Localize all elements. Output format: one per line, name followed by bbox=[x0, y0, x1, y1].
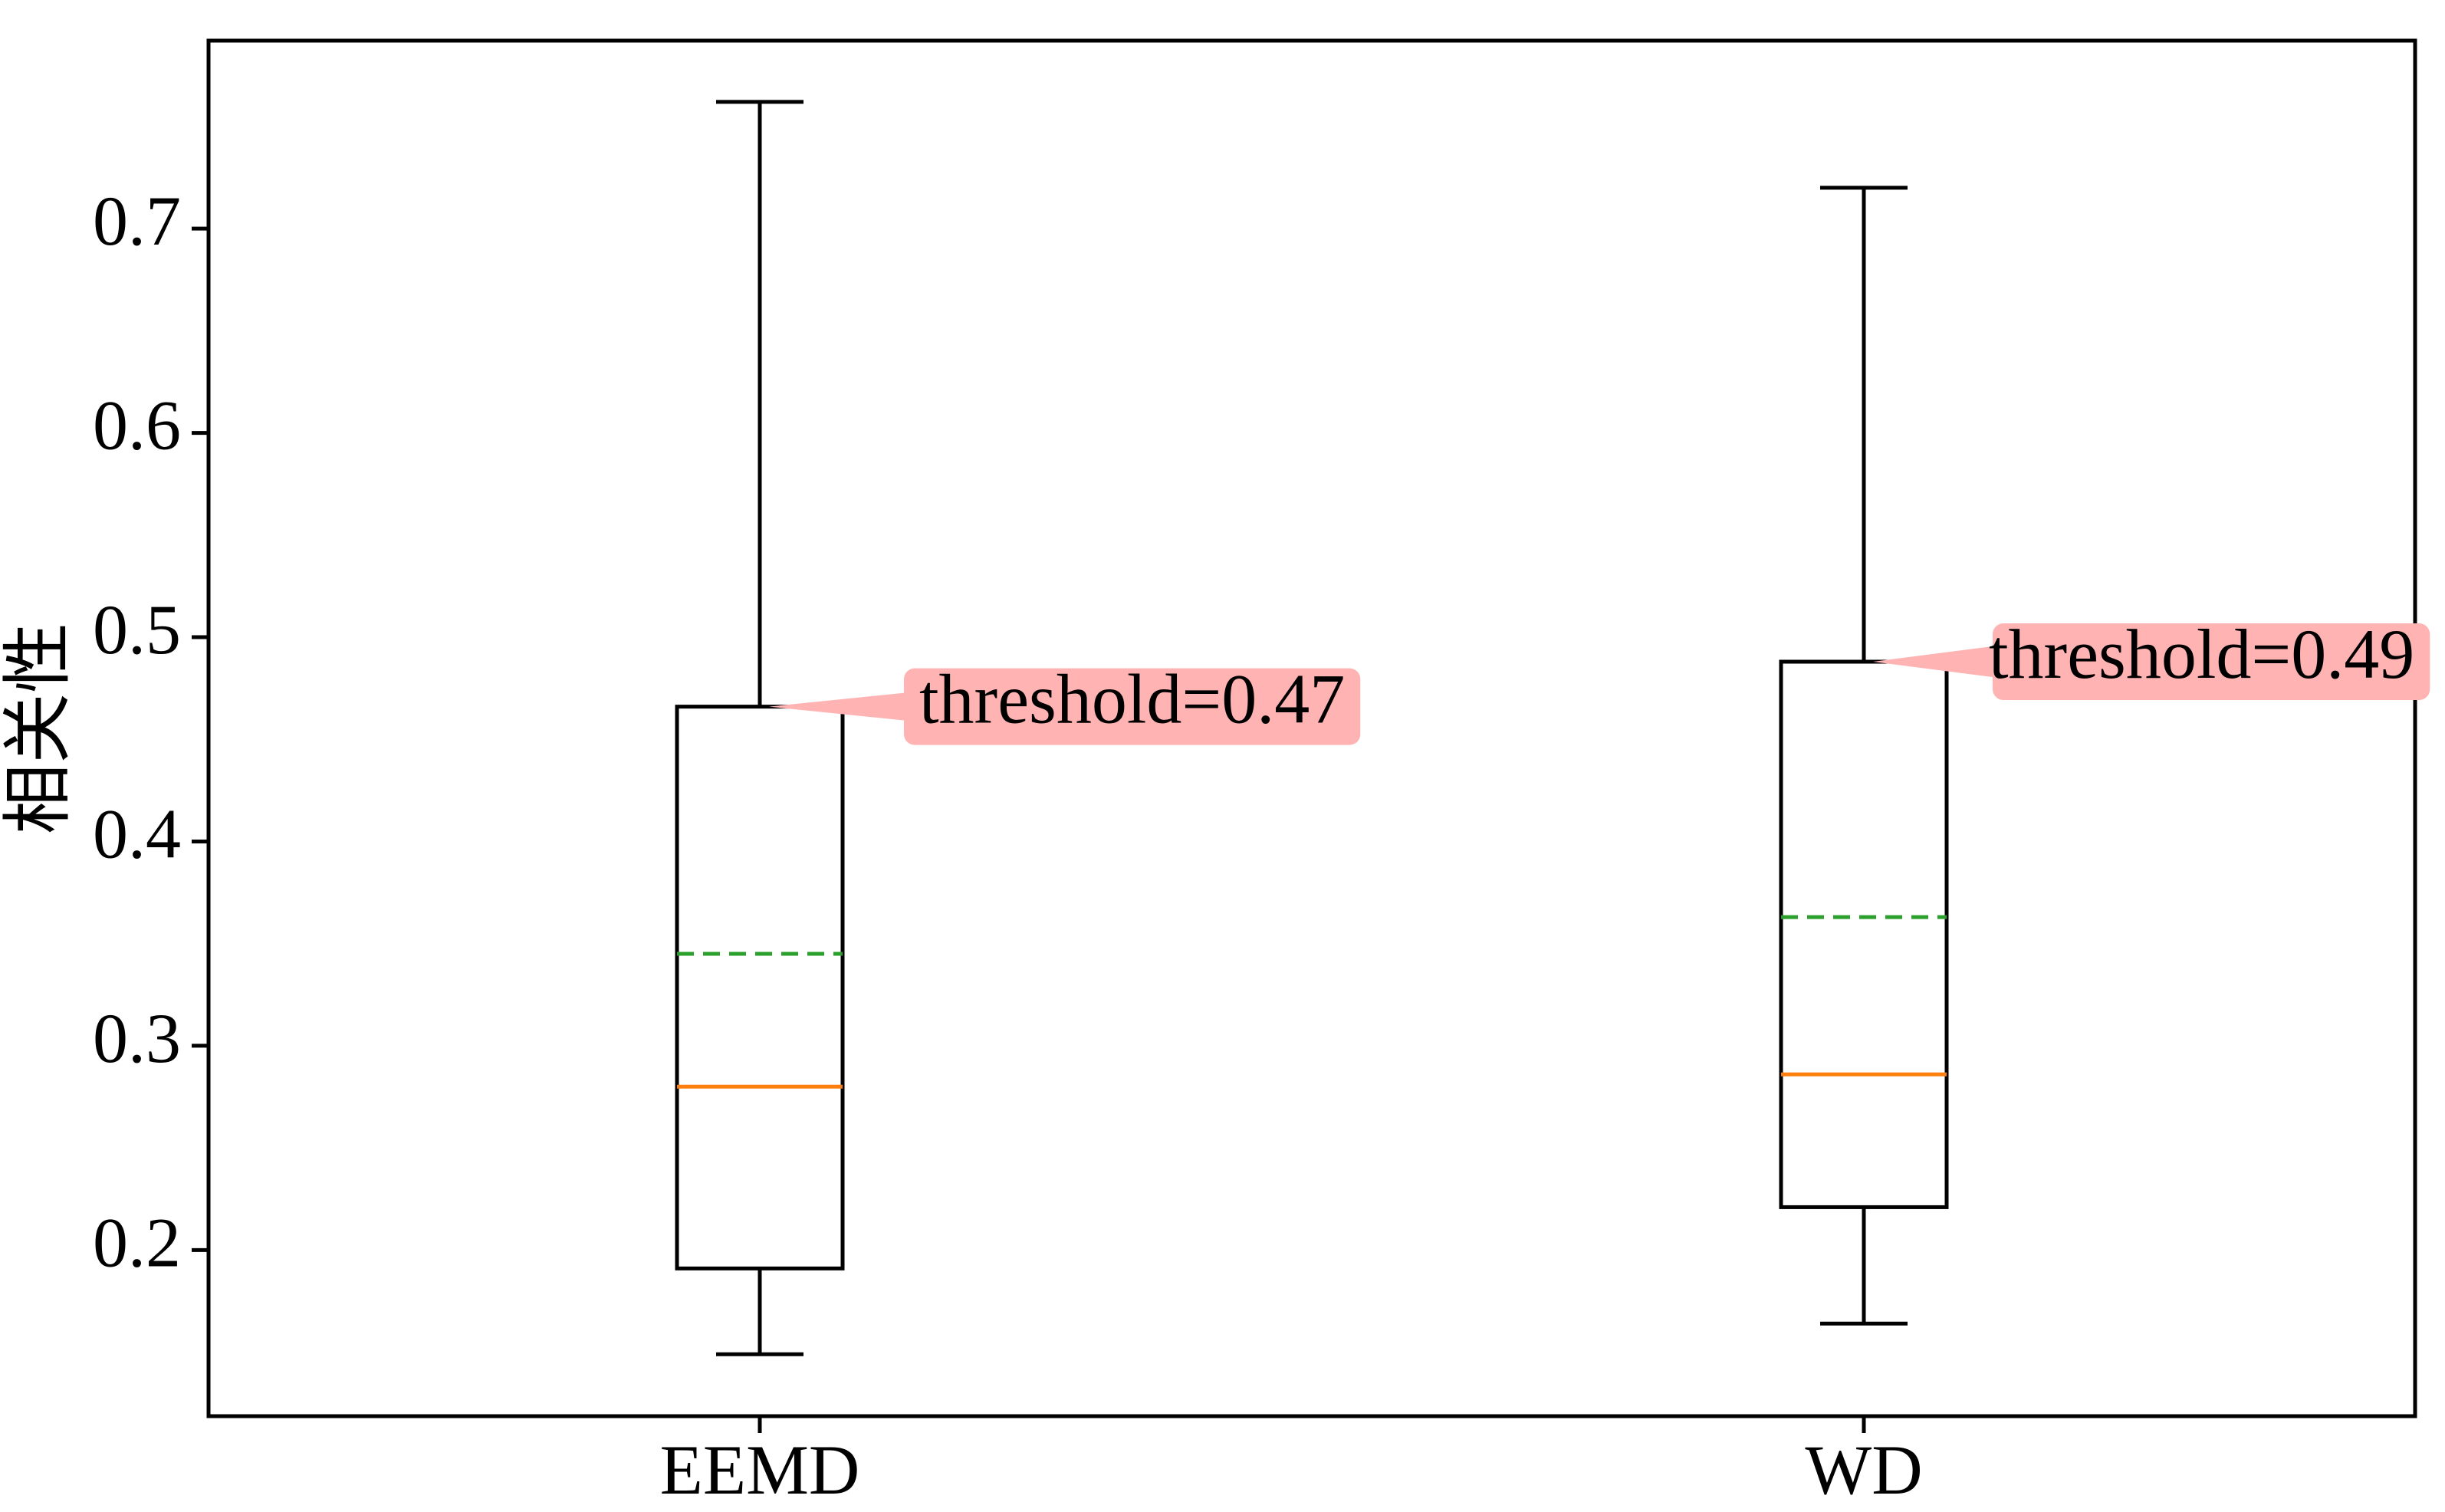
annotation-text: threshold=0.49 bbox=[1989, 615, 2414, 693]
y-tick-label: 0.3 bbox=[93, 999, 181, 1077]
annotation-arrow bbox=[1873, 645, 2004, 679]
x-tick-label: EEMD bbox=[660, 1431, 860, 1509]
y-tick-label: 0.4 bbox=[93, 795, 181, 873]
y-tick-label: 0.2 bbox=[93, 1203, 181, 1281]
y-tick-label: 0.7 bbox=[93, 182, 181, 260]
annotation-box bbox=[904, 668, 1361, 745]
y-axis-label: 相关性 bbox=[0, 623, 77, 834]
annotation-text: threshold=0.47 bbox=[919, 660, 1345, 738]
annotation-arrow bbox=[769, 689, 935, 724]
box bbox=[675, 705, 845, 1270]
annotation-box bbox=[1993, 623, 2430, 701]
x-tick-label: WD bbox=[1805, 1431, 1922, 1509]
y-tick-label: 0.6 bbox=[93, 386, 181, 465]
y-tick-label: 0.5 bbox=[93, 590, 181, 669]
plot-frame bbox=[206, 38, 2417, 1418]
box bbox=[1779, 659, 1949, 1209]
